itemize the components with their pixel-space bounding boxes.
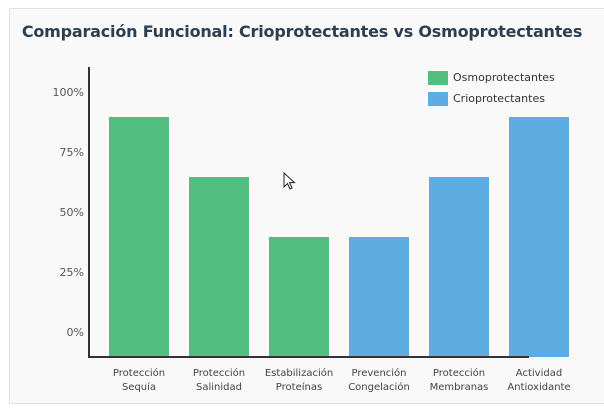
bar-2[interactable] — [269, 237, 329, 357]
legend-item-crioprotectantes[interactable]: Crioprotectantes — [428, 88, 555, 109]
y-tick-label: 25% — [59, 266, 84, 279]
y-tick-label: 0% — [66, 326, 84, 339]
bar-1[interactable] — [189, 177, 249, 357]
x-axis-line — [88, 356, 529, 358]
x-tick-label: Actividad Antioxidante — [507, 368, 571, 393]
mouse-cursor-icon — [283, 172, 296, 190]
bar-3[interactable] — [349, 237, 409, 357]
y-tick-label: 50% — [59, 206, 84, 219]
x-tick-label: Estabilización Proteínas — [264, 368, 334, 393]
chart-title: Comparación Funcional: Crioprotectantes … — [21, 22, 583, 41]
legend-swatch-osmo — [428, 70, 448, 85]
y-axis-line — [88, 67, 90, 358]
legend: Osmoprotectantes Crioprotectantes — [428, 67, 555, 109]
x-tick-label: Prevención Congelación — [348, 368, 410, 393]
bar-5[interactable] — [509, 117, 569, 357]
x-tick-label: Protección Membranas — [429, 368, 489, 393]
x-tick-label: Protección Sequía — [112, 368, 166, 393]
legend-label: Osmoprotectantes — [453, 71, 555, 84]
bar-4[interactable] — [429, 177, 489, 357]
legend-label: Crioprotectantes — [453, 92, 545, 105]
y-tick-label: 75% — [59, 146, 84, 159]
legend-item-osmoprotectantes[interactable]: Osmoprotectantes — [428, 67, 555, 88]
y-tick-label: 100% — [52, 86, 84, 99]
bar-0[interactable] — [109, 117, 169, 357]
x-tick-label: Protección Salinidad — [192, 368, 246, 393]
legend-swatch-crio — [428, 91, 448, 106]
